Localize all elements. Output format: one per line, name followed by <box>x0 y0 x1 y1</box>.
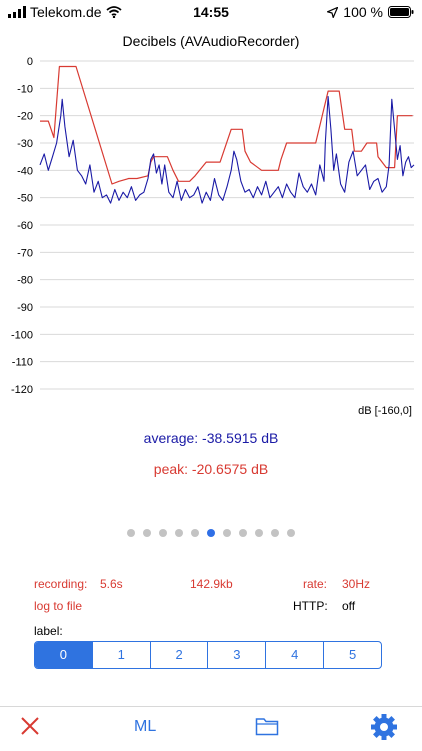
y-tick-label: -80 <box>17 275 33 287</box>
close-icon[interactable] <box>20 716 40 736</box>
page-dot[interactable] <box>143 529 151 537</box>
ml-tab[interactable]: ML <box>134 718 157 735</box>
peak-series-line <box>40 65 413 185</box>
chart-unit-label: dB [-160,0] <box>358 405 412 417</box>
tab-bar: ML <box>0 706 422 751</box>
http-value[interactable]: off <box>342 599 356 613</box>
average-series-line <box>39 95 415 204</box>
page-dot[interactable] <box>287 529 295 537</box>
y-tick-label: -120 <box>11 384 33 396</box>
logging-info-row: log to file HTTP: off <box>34 599 388 615</box>
status-bar: Telekom.de 14:55 100 % <box>0 0 422 24</box>
page-dot[interactable] <box>175 529 183 537</box>
label-segment-1[interactable]: 1 <box>91 642 150 668</box>
y-tick-label: -30 <box>17 138 33 150</box>
signal-icon <box>8 6 26 18</box>
label-segment-5[interactable]: 5 <box>323 642 381 668</box>
y-tick-label: -40 <box>17 165 33 177</box>
page-dot[interactable] <box>191 529 199 537</box>
recording-size: 142.9kb <box>190 577 233 591</box>
rate-label: rate: <box>303 577 328 591</box>
recording-duration: 5.6s <box>100 577 123 591</box>
page-dot[interactable] <box>239 529 247 537</box>
battery-icon <box>388 6 414 18</box>
y-tick-label: -70 <box>17 247 33 259</box>
page-dot[interactable] <box>255 529 263 537</box>
page-dot[interactable] <box>159 529 167 537</box>
location-icon <box>327 6 339 18</box>
clock: 14:55 <box>193 4 229 20</box>
page-dot[interactable] <box>271 529 279 537</box>
label-segment-0[interactable]: 0 <box>35 642 92 668</box>
wifi-icon <box>106 6 122 18</box>
y-tick-label: -90 <box>17 302 33 314</box>
decibel-chart: 0 -10 -20 -30 -40 -50 -60 -70 -80 -90 -100 -110 -120 <box>11 56 415 396</box>
chart-title: Decibels (AVAudioRecorder) <box>122 33 300 49</box>
y-tick-label: 0 <box>27 56 33 68</box>
folder-icon[interactable] <box>255 716 279 736</box>
y-tick-label: -110 <box>12 357 33 369</box>
label-segment-4[interactable]: 4 <box>265 642 323 668</box>
average-readout: average: -38.5915 dB <box>143 430 279 446</box>
log-to-file-toggle[interactable]: log to file <box>34 599 83 613</box>
http-label: HTTP: <box>293 599 328 613</box>
y-tick-label: -60 <box>17 220 33 232</box>
page-dot[interactable] <box>207 529 215 537</box>
label-caption: label: <box>34 624 63 638</box>
y-tick-label: -100 <box>11 329 33 341</box>
carrier-name: Telekom.de <box>30 4 102 20</box>
y-tick-label: -20 <box>17 111 33 123</box>
battery-percent: 100 % <box>343 4 383 20</box>
recording-info-row: recording: 5.6s 142.9kb rate: 30Hz <box>34 577 388 593</box>
page-dot[interactable] <box>127 529 135 537</box>
label-segment-3[interactable]: 3 <box>207 642 265 668</box>
page-indicator[interactable] <box>0 529 422 537</box>
recording-label: recording: <box>34 577 88 591</box>
y-tick-label: -50 <box>17 193 33 205</box>
y-tick-label: -10 <box>17 83 33 95</box>
page-dot[interactable] <box>223 529 231 537</box>
rate-value: 30Hz <box>342 577 371 591</box>
label-segment-2[interactable]: 2 <box>149 642 208 668</box>
gear-icon[interactable] <box>370 713 398 741</box>
peak-readout: peak: -20.6575 dB <box>153 461 269 477</box>
